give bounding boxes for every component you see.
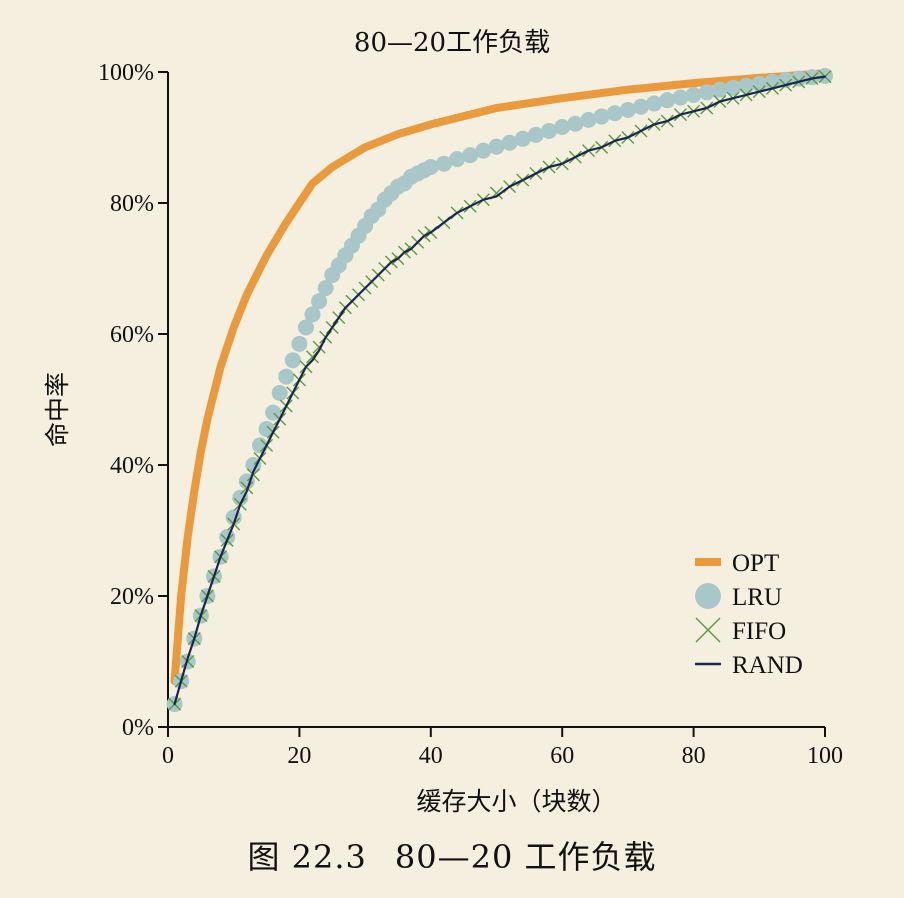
lru-point	[659, 92, 676, 109]
lru-point	[271, 384, 288, 401]
lru-point	[304, 306, 321, 323]
axes: 0 20 40 60 80 100 0% 20% 40% 60% 80% 100% 缓存大小（块数） 命中…	[44, 60, 843, 816]
legend: OPT LRU FIFO RAND	[695, 550, 803, 679]
figure-title: 80—20 工作负载	[394, 838, 657, 876]
lru-point	[297, 319, 314, 336]
lru-point	[449, 151, 466, 168]
lru-point	[711, 81, 728, 98]
lru-point	[633, 98, 650, 115]
lru-point	[311, 293, 328, 310]
y-tick-label: 60%	[110, 322, 154, 348]
figure-caption: 图 22.3 80—20 工作负载	[0, 832, 904, 878]
x-tick-label: 20	[287, 743, 311, 769]
lru-point	[317, 280, 334, 297]
lru-point	[567, 115, 584, 132]
y-axis-label: 命中率	[44, 372, 72, 447]
lru-point	[462, 147, 479, 164]
lru-series	[166, 67, 833, 713]
x-tick-label: 40	[419, 743, 443, 769]
opt-line	[170, 69, 829, 686]
x-axis-label: 缓存大小（块数）	[416, 788, 616, 816]
legend-label: OPT	[732, 550, 779, 577]
legend-label: LRU	[732, 584, 782, 611]
lru-point	[764, 73, 781, 90]
x-tick-label: 0	[162, 743, 174, 769]
plot-area	[166, 67, 833, 713]
lru-point	[580, 111, 597, 128]
legend-swatch-lru	[695, 583, 721, 609]
lru-point	[593, 108, 610, 125]
lru-point	[738, 77, 755, 94]
lru-point	[554, 119, 571, 136]
lru-point	[232, 489, 249, 506]
legend-swatch-fifo	[695, 617, 721, 643]
legend-label: FIFO	[732, 618, 786, 645]
lru-point	[278, 368, 295, 385]
lru-point	[646, 95, 663, 112]
y-tick-label: 0%	[122, 715, 154, 741]
lru-point	[606, 105, 623, 122]
lru-point	[488, 138, 505, 155]
lru-point	[475, 142, 492, 159]
lru-point	[541, 122, 558, 139]
y-tick-label: 20%	[110, 584, 154, 610]
lru-point	[258, 420, 275, 437]
lru-point	[698, 84, 715, 101]
rand-line	[173, 75, 827, 706]
x-tick-label: 80	[682, 743, 706, 769]
x-tick-label: 100	[807, 743, 843, 769]
y-tick-label: 80%	[110, 191, 154, 217]
lru-point	[284, 352, 301, 369]
y-tick-label: 100%	[98, 60, 154, 86]
fifo-series	[168, 70, 832, 711]
lru-point	[291, 335, 308, 352]
lru-point	[435, 155, 452, 172]
legend-label: RAND	[732, 652, 803, 679]
lru-point	[501, 134, 518, 151]
lru-point	[803, 69, 820, 86]
lru-point	[422, 158, 439, 175]
lru-point	[514, 130, 531, 147]
lru-point	[672, 89, 689, 106]
chart-title: 80—20工作负载	[353, 28, 551, 58]
figure-number: 图 22.3	[247, 838, 367, 876]
lru-point	[527, 126, 544, 143]
lru-point	[685, 86, 702, 103]
y-tick-label: 40%	[110, 453, 154, 479]
lru-point	[725, 79, 742, 96]
x-tick-label: 60	[550, 743, 574, 769]
lru-point	[619, 101, 636, 118]
